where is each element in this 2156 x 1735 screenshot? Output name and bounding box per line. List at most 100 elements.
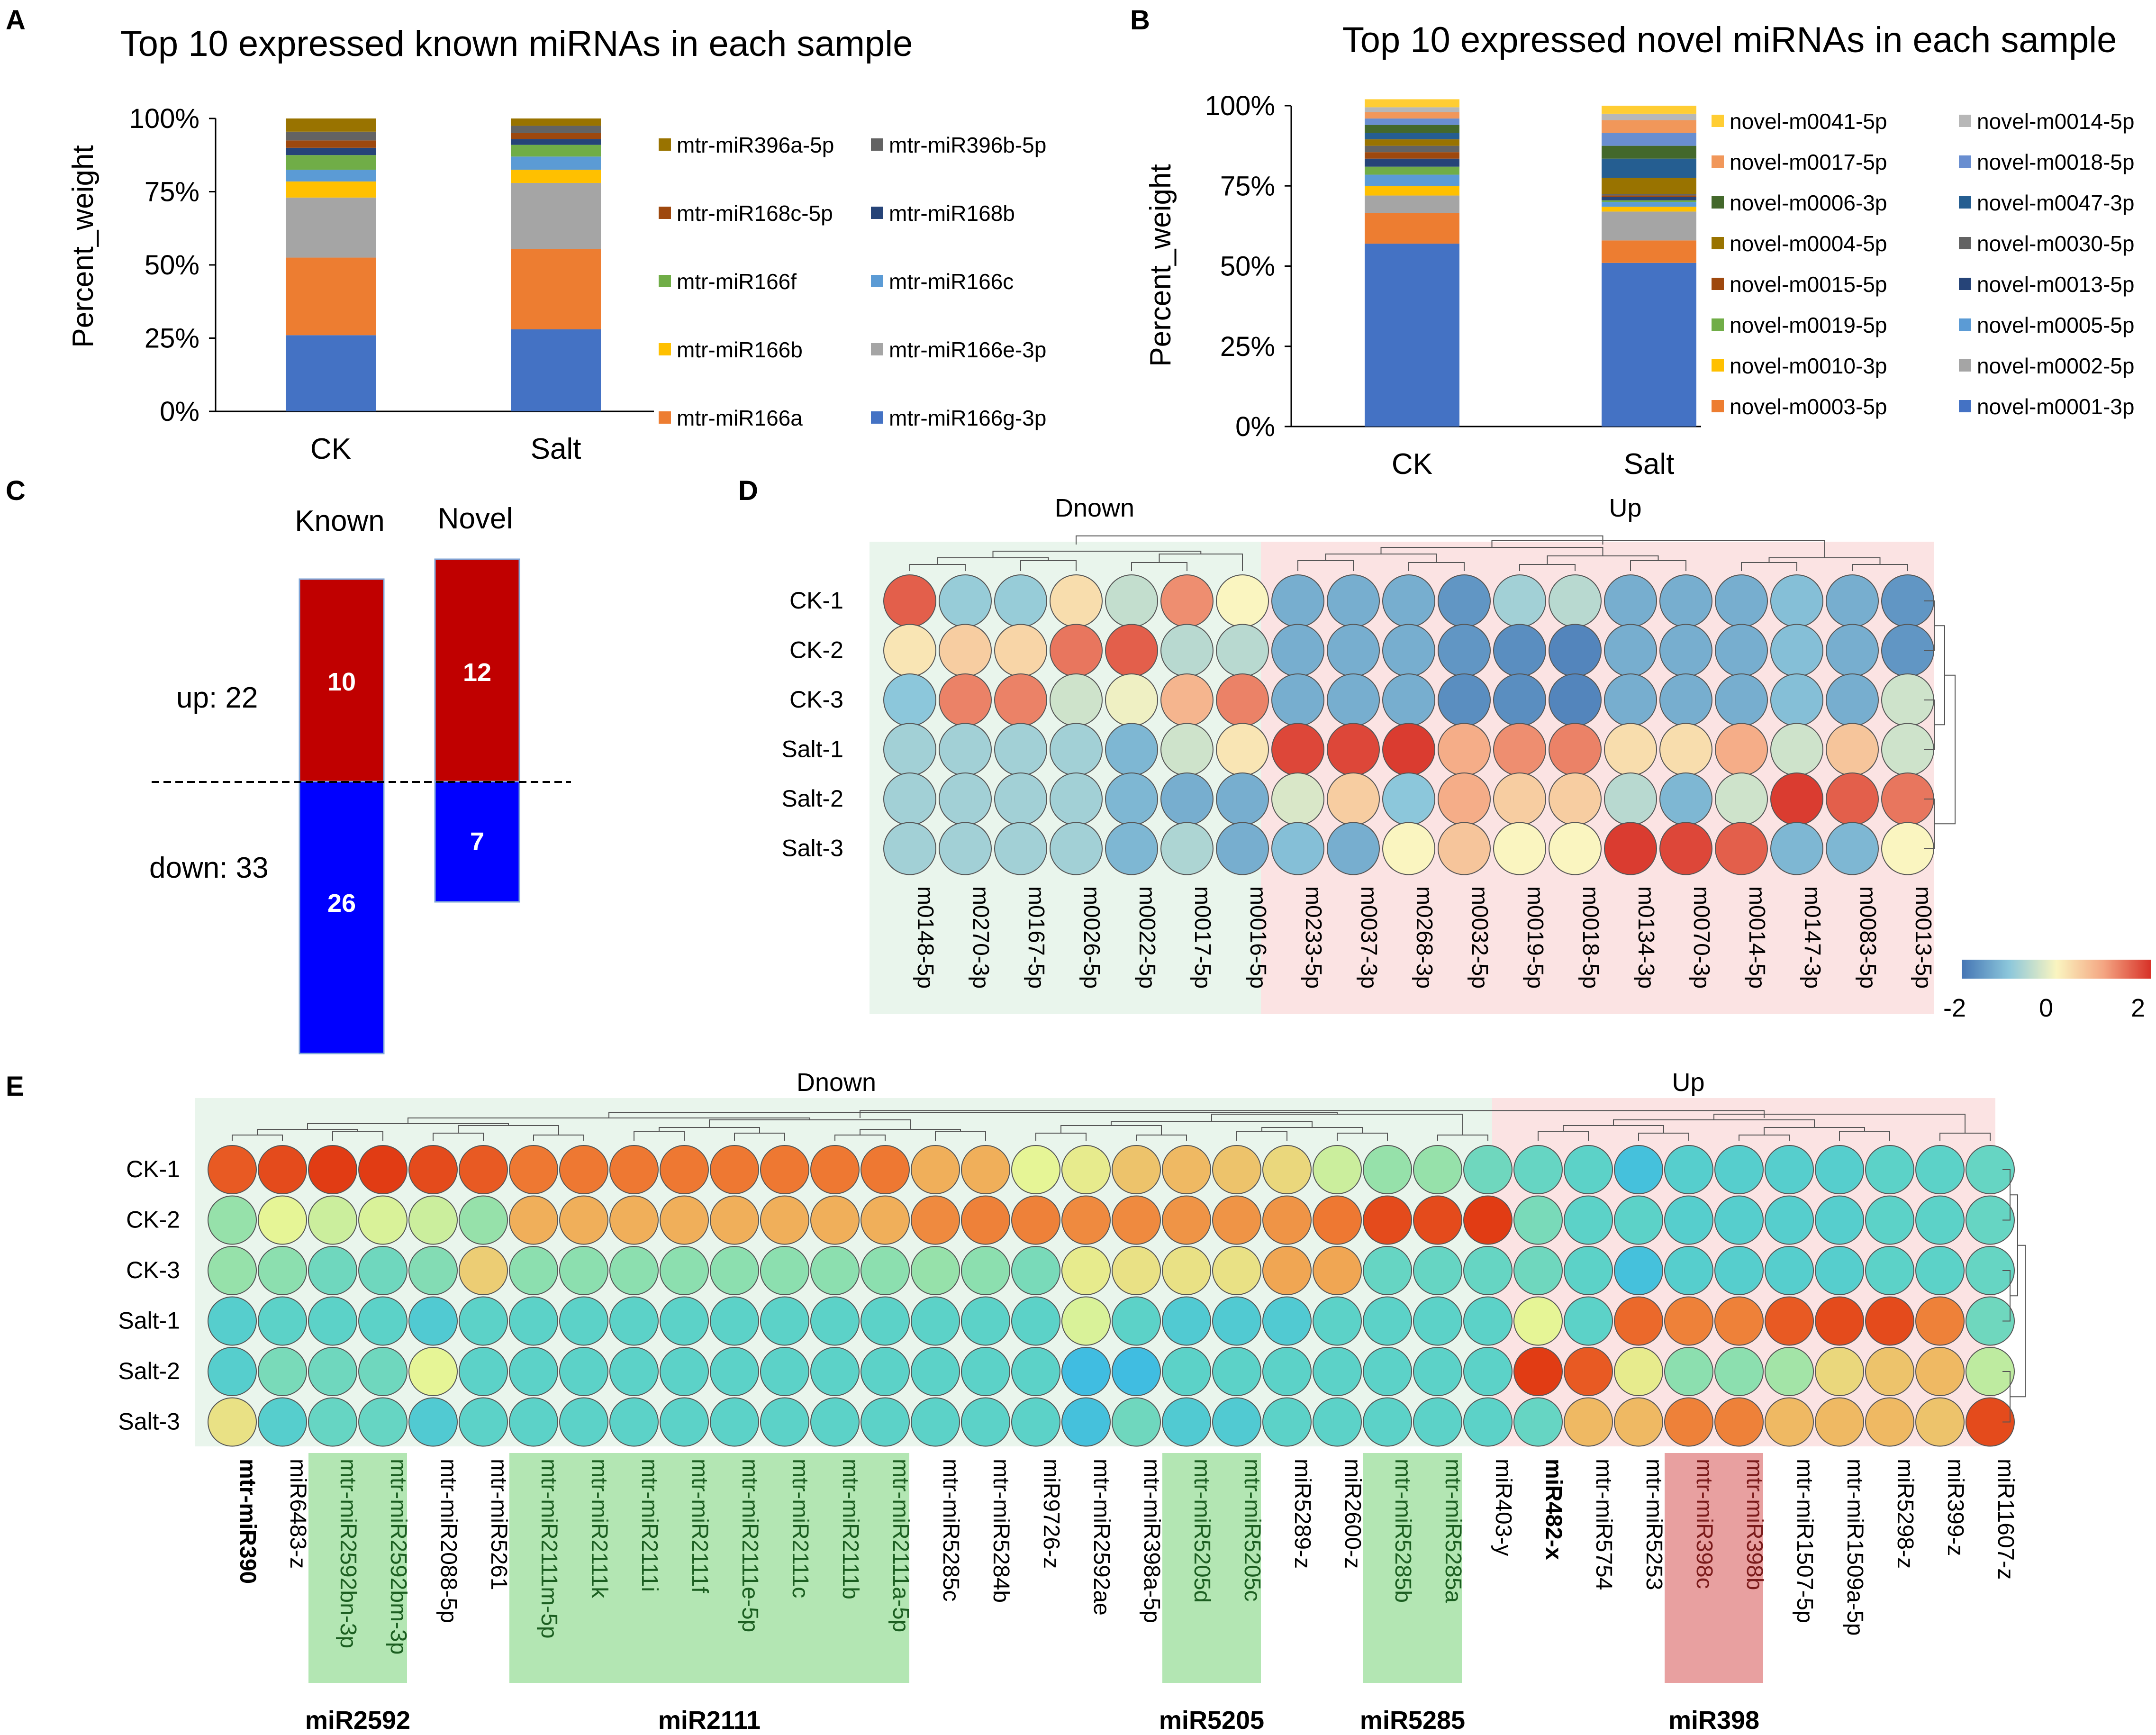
heatmap-cell	[1714, 1347, 1764, 1396]
heatmap-cell	[1382, 822, 1435, 875]
heatmap-cell	[1966, 1195, 2015, 1245]
heatmap-cell	[939, 822, 992, 875]
heatmap-cell	[258, 1145, 307, 1194]
chart-title: Top 10 expressed novel miRNAs in each sa…	[1342, 20, 2117, 60]
bar-segment	[511, 249, 601, 329]
heatmap-cell	[1105, 624, 1158, 677]
legend-label: novel-m0010-3p	[1730, 354, 1887, 378]
x-category-label: CK	[310, 433, 351, 465]
heatmap-cell	[911, 1246, 960, 1295]
known-down-bar	[299, 781, 385, 1054]
legend-label: mtr-miR166f	[677, 269, 797, 294]
dendrogram-branch	[1934, 674, 1956, 825]
dendrogram-branch	[1491, 540, 1825, 558]
heatmap-cell	[1765, 1195, 1814, 1245]
dendrogram-branch	[992, 551, 1202, 558]
column-label: mtr-miR5285a	[1440, 1459, 1466, 1603]
bar-segment	[286, 147, 376, 155]
heatmap-cell	[408, 1296, 458, 1346]
bar-segment	[1365, 145, 1459, 153]
up-group-background	[1261, 542, 1934, 1014]
column-label: miR5289-z	[1290, 1459, 1315, 1569]
heatmap-cell	[961, 1145, 1010, 1194]
x-category-label: CK	[1392, 448, 1432, 481]
legend-swatch	[871, 138, 883, 151]
legend-label: novel-m0030-5p	[1977, 231, 2134, 256]
heatmap-cell	[1162, 1347, 1211, 1396]
bar-segment	[1602, 202, 1696, 207]
heatmap-cell	[1327, 822, 1380, 875]
down-group-label: Dnown	[1055, 494, 1134, 522]
heatmap-cell	[509, 1296, 558, 1346]
heatmap-cell	[1011, 1397, 1060, 1447]
heatmap-cell	[208, 1246, 257, 1295]
heatmap-cell	[861, 1347, 910, 1396]
heatmap-cell	[559, 1397, 608, 1447]
legend-swatch	[1959, 278, 1971, 290]
heatmap-cell	[358, 1397, 408, 1447]
column-label: mtr-miR5261	[486, 1459, 511, 1590]
known-down-value: 26	[327, 889, 356, 917]
heatmap-cell	[1363, 1397, 1412, 1447]
bar-segment	[511, 118, 601, 126]
heatmap-cell	[1413, 1296, 1462, 1346]
category-label-known: Known	[295, 505, 385, 537]
dendrogram-branch	[2010, 1244, 2026, 1398]
column-label: mtr-miR2111e-5p	[737, 1459, 762, 1632]
heatmap-cell	[994, 772, 1047, 826]
heatmap-cell	[1313, 1246, 1362, 1295]
heatmap-cell	[1770, 772, 1823, 826]
panel-letter-e: E	[6, 1071, 24, 1102]
heatmap-cell	[208, 1347, 257, 1396]
column-label: mtr-miR2088-5p	[436, 1459, 461, 1623]
column-group-highlight	[1665, 1453, 1763, 1683]
heatmap-cell	[1664, 1195, 1713, 1245]
column-label: miR2600-z	[1340, 1459, 1365, 1569]
heatmap-cell	[1327, 624, 1380, 677]
heatmap-cell	[1493, 822, 1546, 875]
heatmap-cell	[1564, 1246, 1613, 1295]
heatmap-cell	[559, 1347, 608, 1396]
heatmap-cell	[358, 1246, 408, 1295]
bar-segment	[286, 155, 376, 170]
heatmap-cell	[1715, 624, 1768, 677]
heatmap-cell	[810, 1296, 860, 1346]
heatmap-cell	[208, 1195, 257, 1245]
heatmap-cell	[1604, 574, 1657, 627]
heatmap-cell	[1865, 1246, 1914, 1295]
column-label: mtr-miR398b	[1742, 1459, 1767, 1590]
heatmap-cell	[911, 1195, 960, 1245]
column-label: mtr-miR390	[235, 1459, 260, 1584]
heatmap-cell	[1382, 772, 1435, 826]
heatmap-cell	[1564, 1296, 1613, 1346]
bar-segment	[1365, 118, 1459, 125]
column-group-highlight	[1162, 1453, 1261, 1683]
heatmap-cell	[1714, 1246, 1764, 1295]
heatmap-cell	[883, 624, 936, 677]
heatmap-cell	[1614, 1347, 1663, 1396]
heatmap-cell	[1212, 1347, 1261, 1396]
chart-title: Top 10 expressed known miRNAs in each sa…	[120, 24, 913, 64]
heatmap-cell	[1160, 673, 1214, 727]
heatmap-cell	[1815, 1397, 1864, 1447]
heatmap-cell	[308, 1145, 357, 1194]
row-label: CK-3	[789, 686, 843, 713]
legend-label: novel-m0041-5p	[1730, 109, 1887, 134]
heatmap-cell	[1382, 574, 1435, 627]
column-label: mtr-miR5285b	[1390, 1459, 1415, 1603]
column-label: mtr-miR5285c	[938, 1459, 963, 1601]
heatmap-cell	[1865, 1296, 1914, 1346]
heatmap-cell	[258, 1296, 307, 1346]
y-tick-label: 100%	[1205, 91, 1275, 121]
legend-swatch	[1959, 115, 1971, 127]
heatmap-cell	[1011, 1246, 1060, 1295]
heatmap-cell	[861, 1195, 910, 1245]
bar-segment	[286, 181, 376, 198]
heatmap-cell	[1011, 1195, 1060, 1245]
heatmap-cell	[660, 1195, 709, 1245]
heatmap-cell	[1513, 1246, 1563, 1295]
dendrogram-branch	[860, 1110, 1765, 1118]
legend-swatch	[1712, 359, 1724, 372]
heatmap-cell	[1604, 772, 1657, 826]
heatmap-cell	[1815, 1246, 1864, 1295]
